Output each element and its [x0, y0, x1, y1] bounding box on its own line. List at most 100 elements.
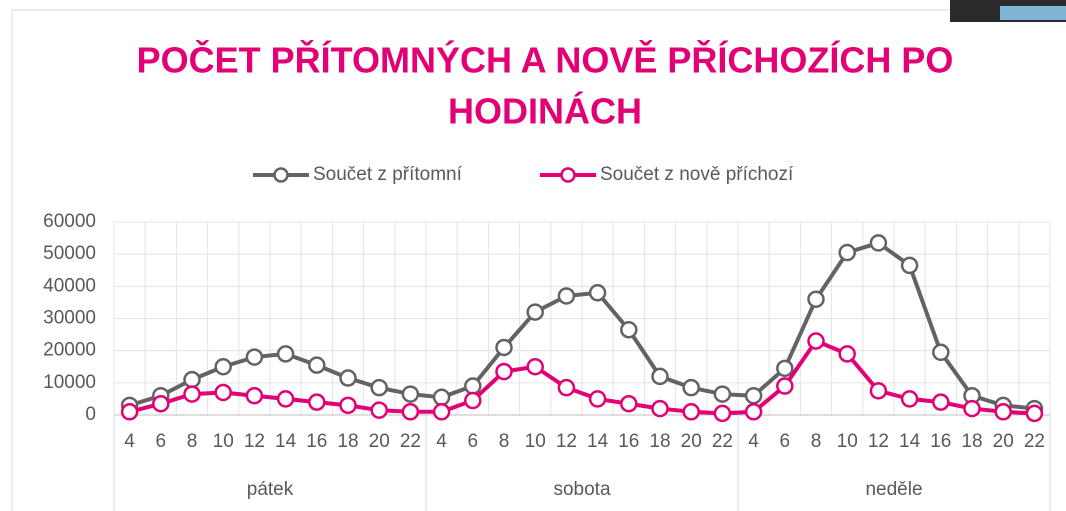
group-label: neděle	[865, 479, 922, 500]
data-point	[245, 386, 264, 405]
x-tick-label: 16	[306, 431, 327, 452]
data-point	[588, 284, 607, 302]
data-point	[807, 332, 825, 350]
data-point	[370, 378, 388, 397]
x-tick-label: 22	[712, 431, 733, 452]
chart-title: HODINÁCH	[448, 91, 642, 132]
y-tick-label: 40000	[43, 275, 96, 296]
data-point	[245, 348, 264, 366]
x-tick-label: 14	[899, 431, 921, 452]
chart-title: POČET PŘÍTOMNÝCH A NOVĚ PŘÍCHOZÍCH PO	[137, 39, 954, 81]
data-point	[869, 382, 888, 400]
x-tick-label: 20	[681, 431, 702, 452]
data-point	[776, 377, 794, 395]
data-point	[588, 390, 607, 408]
data-point	[401, 385, 420, 403]
data-point	[276, 390, 295, 408]
data-point	[932, 343, 950, 362]
data-point	[620, 394, 638, 413]
data-point	[776, 359, 794, 378]
group-label: sobota	[553, 479, 610, 500]
data-point	[682, 403, 700, 421]
y-tick-label: 10000	[43, 372, 96, 393]
x-tick-label: 6	[156, 431, 167, 452]
x-tick-label: 14	[275, 431, 297, 452]
x-tick-label: 18	[961, 431, 982, 452]
x-tick-label: 8	[811, 431, 822, 452]
data-point	[713, 385, 732, 403]
x-tick-label: 20	[993, 431, 1014, 452]
data-point	[744, 403, 763, 421]
data-point	[620, 321, 638, 339]
x-tick-label: 4	[436, 431, 447, 452]
data-point	[183, 385, 201, 403]
data-point	[838, 243, 856, 262]
data-point	[401, 403, 420, 421]
y-tick-label: 50000	[43, 243, 96, 264]
data-point	[682, 378, 700, 397]
data-point	[152, 394, 170, 413]
legend-label: Součet z přítomní	[313, 164, 463, 185]
data-point	[994, 403, 1012, 421]
x-tick-label: 6	[468, 431, 479, 452]
y-tick-label: 0	[85, 404, 96, 425]
data-point	[183, 370, 201, 389]
x-tick-label: 8	[499, 431, 510, 452]
x-tick-label: 4	[748, 431, 759, 452]
data-point	[432, 403, 451, 421]
y-tick-label: 20000	[43, 340, 96, 361]
data-point	[1025, 404, 1044, 423]
data-point	[932, 393, 950, 411]
data-point	[276, 345, 295, 363]
data-point	[900, 390, 919, 408]
data-point	[869, 234, 888, 252]
x-tick-label: 10	[837, 431, 858, 452]
x-tick-label: 10	[525, 431, 546, 452]
data-point	[744, 386, 763, 405]
x-tick-label: 6	[780, 431, 791, 452]
data-point	[214, 383, 232, 402]
data-point	[900, 256, 919, 275]
data-point	[432, 388, 451, 407]
x-tick-label: 18	[649, 431, 670, 452]
data-point	[557, 287, 576, 305]
legend-marker	[560, 167, 576, 183]
corner-image-detail	[1000, 6, 1066, 20]
x-tick-label: 8	[187, 431, 198, 452]
data-point	[526, 303, 544, 321]
data-point	[464, 391, 482, 410]
data-point	[526, 358, 544, 376]
data-point	[807, 290, 825, 308]
data-point	[651, 367, 669, 386]
x-tick-label: 18	[337, 431, 358, 452]
chart-border	[11, 9, 1066, 511]
data-point	[495, 338, 513, 357]
x-tick-label: 16	[618, 431, 639, 452]
x-tick-label: 20	[369, 431, 390, 452]
group-label: pátek	[247, 479, 294, 500]
data-point	[963, 399, 981, 418]
data-point	[214, 358, 232, 376]
x-tick-label: 12	[244, 431, 265, 452]
data-point	[370, 401, 388, 419]
data-point	[308, 356, 326, 374]
data-point	[308, 393, 326, 411]
legend-marker	[273, 167, 289, 183]
data-point	[120, 403, 139, 421]
y-tick-label: 60000	[43, 211, 96, 232]
x-tick-label: 4	[124, 431, 135, 452]
x-tick-label: 14	[587, 431, 609, 452]
x-tick-label: 10	[213, 431, 234, 452]
x-tick-label: 22	[400, 431, 421, 452]
x-tick-label: 12	[868, 431, 889, 452]
x-tick-label: 12	[556, 431, 577, 452]
x-tick-label: 16	[930, 431, 951, 452]
data-point	[339, 369, 357, 387]
data-point	[557, 378, 576, 397]
legend-label: Součet z nově příchozí	[600, 164, 794, 185]
data-point	[495, 362, 513, 381]
data-point	[339, 396, 357, 415]
x-tick-label: 22	[1024, 431, 1045, 452]
y-tick-label: 30000	[43, 308, 96, 329]
